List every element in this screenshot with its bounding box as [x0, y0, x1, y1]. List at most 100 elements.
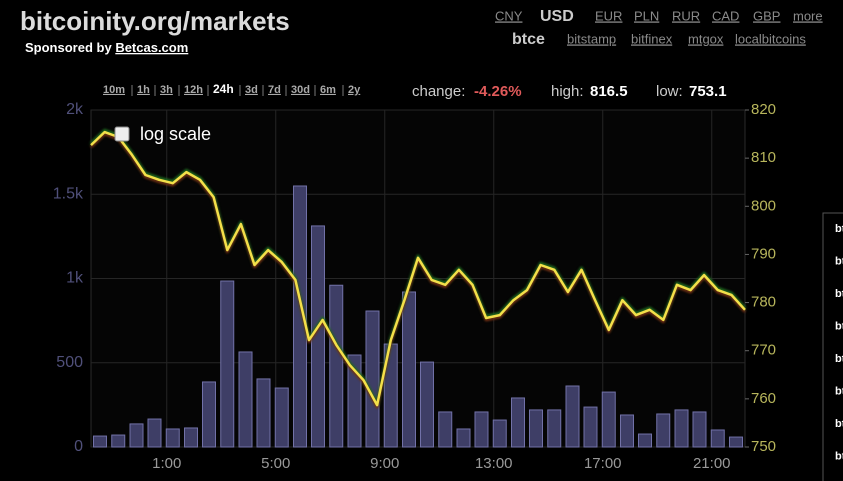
y-tick-label: 1.5k	[53, 185, 84, 202]
exchange-link[interactable]: bitfinex	[631, 31, 673, 46]
volume-bar	[637, 433, 652, 448]
exchange-link[interactable]: mtgox	[688, 31, 724, 46]
x-tick-label: 17:00	[584, 455, 622, 472]
range-link[interactable]: 2y	[348, 84, 361, 96]
volume-bar	[565, 385, 580, 448]
volume-bar	[256, 378, 271, 448]
side-item: bt	[835, 385, 843, 397]
range-link[interactable]: 3d	[245, 84, 258, 96]
volume-bar	[111, 434, 126, 448]
side-item: bt	[835, 353, 843, 365]
x-tick-label: 13:00	[475, 455, 513, 472]
range-link[interactable]: 1h	[137, 84, 150, 96]
range-link[interactable]: 3h	[160, 84, 173, 96]
range-link[interactable]: 7d	[268, 84, 281, 96]
currency-link[interactable]: EUR	[595, 8, 622, 23]
currency-link[interactable]: GBP	[753, 8, 780, 23]
sponsor-link[interactable]: Betcas.com	[115, 40, 188, 55]
side-item: bt	[835, 320, 843, 332]
stat-high: 816.5	[590, 83, 628, 100]
range-link[interactable]: 30d	[291, 84, 310, 96]
y2-tick-label: 800	[751, 197, 776, 214]
volume-bar	[238, 351, 253, 448]
volume-bar	[293, 185, 308, 448]
x-tick-label: 9:00	[370, 455, 399, 472]
volume-bar	[438, 411, 453, 448]
side-item: bt	[835, 223, 843, 235]
y2-tick-label: 760	[751, 390, 776, 407]
log-scale-label: log scale	[140, 124, 211, 144]
volume-bar	[310, 225, 325, 448]
sponsor: Sponsored by Betcas.com	[25, 40, 188, 55]
volume-bar	[329, 284, 344, 448]
volume-bar	[583, 406, 598, 448]
volume-bar	[419, 361, 434, 448]
side-panel	[822, 212, 843, 481]
currency-link[interactable]: CAD	[712, 8, 739, 23]
currency-link[interactable]: PLN	[634, 8, 659, 23]
volume-bar	[165, 428, 180, 448]
exchange-link[interactable]: bitstamp	[567, 31, 616, 46]
currency-link[interactable]: more	[793, 8, 823, 23]
range-link[interactable]: 10m	[103, 84, 125, 96]
site-title: bitcoinity.org/markets	[20, 6, 290, 36]
sponsor-prefix: Sponsored by	[25, 40, 112, 55]
volume-bar	[692, 411, 707, 448]
side-item: bt	[835, 418, 843, 430]
volume-bar	[710, 429, 725, 448]
stat-change-label: change:	[412, 83, 465, 100]
x-tick-label: 21:00	[693, 455, 731, 472]
side-item: bt	[835, 288, 843, 300]
y-tick-label: 1k	[66, 270, 84, 287]
volume-bar	[147, 418, 162, 448]
currency-link[interactable]: RUR	[672, 8, 700, 23]
volume-bar	[474, 411, 489, 448]
volume-bar	[620, 414, 635, 448]
currency-link[interactable]: CNY	[495, 8, 523, 23]
volume-bar	[201, 381, 216, 448]
x-tick-label: 5:00	[261, 455, 290, 472]
volume-bar	[402, 291, 417, 448]
volume-bar	[274, 387, 289, 448]
side-item: bt	[835, 450, 843, 462]
exchange-link[interactable]: btce	[512, 31, 545, 48]
y2-tick-label: 750	[751, 438, 776, 455]
x-tick-label: 1:00	[152, 455, 181, 472]
y2-tick-label: 810	[751, 149, 776, 166]
volume-bar	[347, 354, 362, 448]
y-tick-label: 0	[74, 438, 83, 455]
stat-high-label: high:	[551, 83, 584, 100]
y-tick-label: 500	[56, 354, 83, 371]
volume-bar	[492, 419, 507, 448]
volume-bar	[184, 427, 199, 448]
volume-bar	[547, 409, 562, 448]
side-item: bt	[835, 255, 843, 267]
volume-bar	[220, 280, 235, 448]
volume-bar	[729, 436, 744, 448]
volume-bar	[656, 413, 671, 448]
volume-bar	[674, 409, 689, 448]
log-scale-checkbox[interactable]	[114, 126, 130, 142]
volume-bar	[601, 391, 616, 448]
stat-low-label: low:	[656, 83, 683, 100]
stat-change: -4.26%	[474, 83, 522, 100]
y2-tick-label: 790	[751, 245, 776, 262]
volume-bar	[129, 423, 144, 448]
range-link[interactable]: 24h	[213, 82, 234, 96]
price-line	[90, 130, 746, 407]
volume-bar	[365, 310, 380, 448]
y-tick-label: 2k	[66, 101, 84, 118]
range-link[interactable]: 6m	[320, 84, 336, 96]
exchange-link[interactable]: localbitcoins	[735, 31, 806, 46]
y2-tick-label: 780	[751, 294, 776, 311]
y2-tick-label: 820	[751, 101, 776, 118]
volume-bar	[456, 428, 471, 448]
range-link[interactable]: 12h	[184, 84, 203, 96]
y2-tick-label: 770	[751, 342, 776, 359]
volume-bar	[92, 435, 107, 448]
volume-bar	[511, 397, 526, 448]
currency-link[interactable]: USD	[540, 8, 574, 25]
volume-bar	[528, 409, 543, 448]
stat-low: 753.1	[689, 83, 727, 100]
